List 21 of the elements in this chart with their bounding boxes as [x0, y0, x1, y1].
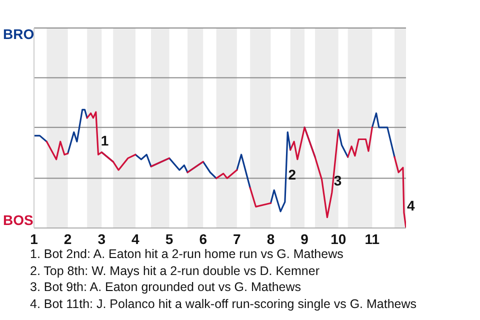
x-tick-label: 6 [199, 230, 208, 247]
x-tick-label: 2 [64, 230, 72, 247]
x-tick-label: 8 [266, 230, 275, 247]
x-tick-label: 3 [98, 230, 106, 247]
x-tick-label: 10 [330, 230, 346, 247]
x-tick-label: 1 [30, 230, 38, 247]
text: BOS [3, 212, 34, 228]
text: 4. Bot 11th: J. Polanco hit a walk-off run-scoring single vs G. Mathews [30, 296, 417, 312]
annotation: 3 [334, 172, 342, 189]
text: 3. Bot 9th: A. Eaton grounded out vs G. Mathews [30, 279, 302, 296]
x-tick-label: 4 [132, 230, 140, 247]
x-tick-label: 9 [300, 230, 309, 247]
annotation: 2 [288, 166, 296, 183]
annotation: 4 [406, 198, 415, 214]
x-tick-label: 7 [233, 230, 242, 247]
text: 1. Bot 2nd: A. Eaton hit a 2-run home run vs G. Mathews [30, 246, 344, 262]
text: 2. Top 8th: W. Mays hit a 2-run double vs D. Kemner [30, 262, 320, 279]
x-tick-label: 11 [364, 230, 380, 247]
annotation: 1 [100, 132, 109, 148]
text: BRO [3, 26, 34, 42]
x-tick-label: 5 [165, 230, 174, 247]
